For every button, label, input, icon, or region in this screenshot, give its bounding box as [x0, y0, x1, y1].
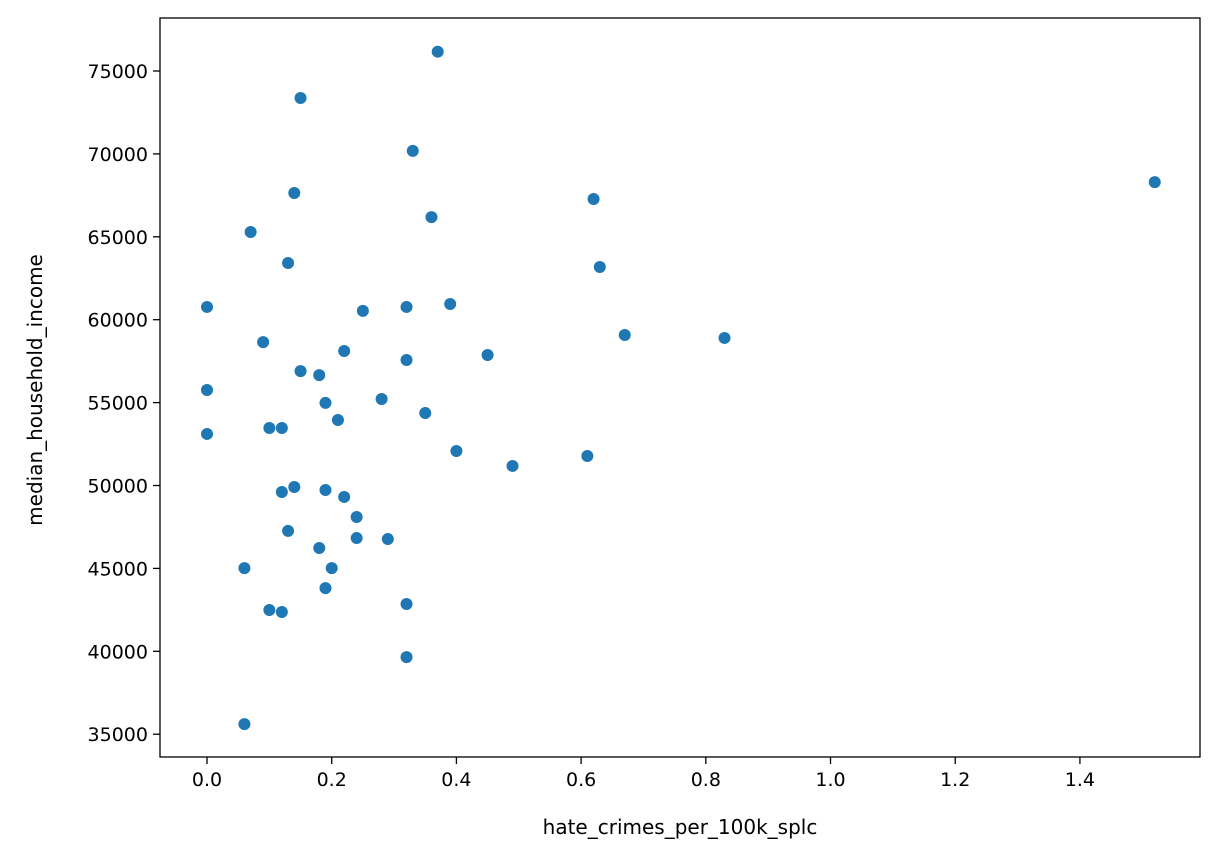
data-point — [444, 297, 457, 310]
x-axis-label: hate_crimes_per_100k_splc — [543, 815, 818, 839]
data-point — [282, 257, 295, 270]
x-tick-label: 0.8 — [691, 769, 721, 791]
data-point — [201, 300, 214, 313]
data-point — [257, 336, 270, 349]
data-point — [375, 392, 388, 405]
x-tick-label: 0.0 — [192, 769, 222, 791]
data-point — [350, 532, 363, 545]
data-point — [506, 459, 519, 472]
data-point — [356, 304, 369, 317]
data-point — [319, 582, 332, 595]
data-point — [238, 718, 251, 731]
x-tick-label: 1.0 — [815, 769, 845, 791]
data-point — [331, 414, 344, 427]
data-point — [313, 369, 326, 382]
data-point — [338, 490, 351, 503]
y-tick-label: 55000 — [88, 393, 148, 415]
y-tick-label: 70000 — [88, 144, 148, 166]
data-point — [263, 604, 276, 617]
data-point — [593, 260, 606, 273]
x-tick-label: 0.6 — [566, 769, 596, 791]
y-tick-label: 45000 — [88, 558, 148, 580]
data-point — [425, 211, 438, 224]
y-tick-label: 40000 — [88, 641, 148, 663]
data-point — [288, 187, 301, 200]
data-point — [406, 144, 419, 157]
y-tick-label: 60000 — [88, 310, 148, 332]
y-tick-label: 65000 — [88, 227, 148, 249]
x-tick-label: 0.4 — [441, 769, 471, 791]
data-point — [419, 407, 432, 420]
data-point — [275, 485, 288, 498]
data-point — [431, 45, 444, 58]
data-point — [400, 651, 413, 664]
data-point — [238, 562, 251, 575]
data-point — [313, 542, 326, 555]
x-tick-label: 1.4 — [1065, 769, 1095, 791]
data-point — [275, 606, 288, 619]
data-point — [319, 396, 332, 409]
data-point — [587, 193, 600, 206]
data-point — [288, 480, 301, 493]
data-point — [201, 427, 214, 440]
data-point — [400, 300, 413, 313]
data-point — [481, 349, 494, 362]
y-axis-label: median_household_income — [23, 254, 47, 526]
y-tick-label: 35000 — [88, 724, 148, 746]
y-tick-label: 50000 — [88, 476, 148, 498]
data-point — [282, 524, 295, 537]
data-point — [319, 483, 332, 496]
data-point — [718, 331, 731, 344]
data-point — [263, 421, 276, 434]
data-point — [338, 345, 351, 358]
data-point — [294, 92, 307, 105]
x-tick-label: 0.2 — [317, 769, 347, 791]
data-point — [244, 225, 257, 238]
x-axis-ticks: 0.0 0.2 0.4 0.6 0.8 1.0 1.2 1.4 — [192, 757, 1095, 791]
data-point — [400, 353, 413, 366]
x-tick-label: 1.2 — [940, 769, 970, 791]
data-point — [581, 449, 594, 462]
data-point — [201, 384, 214, 397]
y-tick-label: 75000 — [88, 61, 148, 83]
data-point — [1148, 176, 1161, 189]
data-point — [400, 598, 413, 611]
plot-frame — [159, 17, 1201, 758]
data-point — [350, 511, 363, 524]
y-axis-ticks: 35000 40000 45000 50000 55000 60000 65000 70000… — [88, 61, 160, 746]
data-point — [450, 445, 463, 458]
data-point — [294, 365, 307, 378]
data-points — [201, 45, 1161, 731]
data-point — [275, 421, 288, 434]
data-point — [381, 533, 394, 546]
data-point — [618, 328, 631, 341]
data-point — [325, 562, 338, 575]
